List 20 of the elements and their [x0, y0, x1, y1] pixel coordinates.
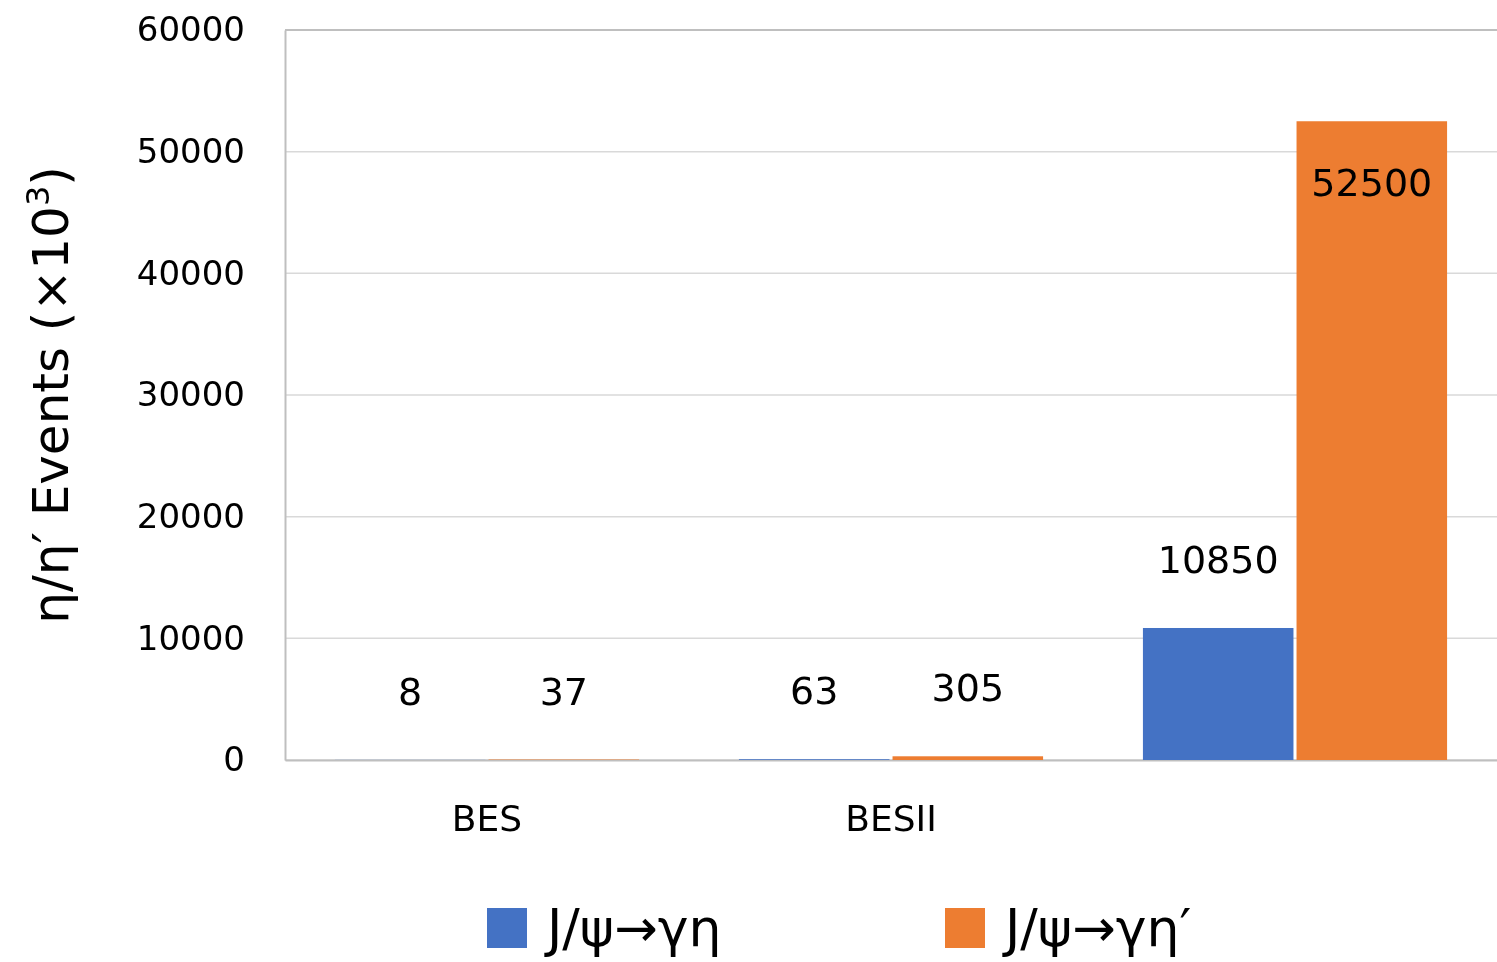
y-tick-label: 40000 [136, 252, 245, 293]
bar [1296, 121, 1448, 760]
data-label: 63 [790, 669, 839, 714]
legend-label: J/ψ→γη′ [1002, 898, 1192, 958]
y-tick-label: 60000 [136, 9, 245, 50]
y-tick-label: 10000 [136, 617, 245, 658]
x-tick-label: BES [451, 797, 523, 839]
y-tick-label: 50000 [136, 131, 245, 172]
y-tick-label: 20000 [136, 496, 245, 537]
data-label: 305 [931, 666, 1005, 711]
data-label: 10850 [1157, 537, 1279, 582]
data-label: 8 [398, 669, 423, 714]
legend-label: J/ψ→γη [544, 898, 722, 958]
bar [892, 756, 1044, 760]
y-tick-label: 30000 [136, 374, 245, 415]
y-tick-label: 0 [223, 739, 245, 780]
bar [1142, 627, 1294, 760]
x-tick-label: BESII [845, 797, 937, 839]
data-label: 52500 [1311, 161, 1433, 206]
data-label: 37 [539, 669, 588, 714]
